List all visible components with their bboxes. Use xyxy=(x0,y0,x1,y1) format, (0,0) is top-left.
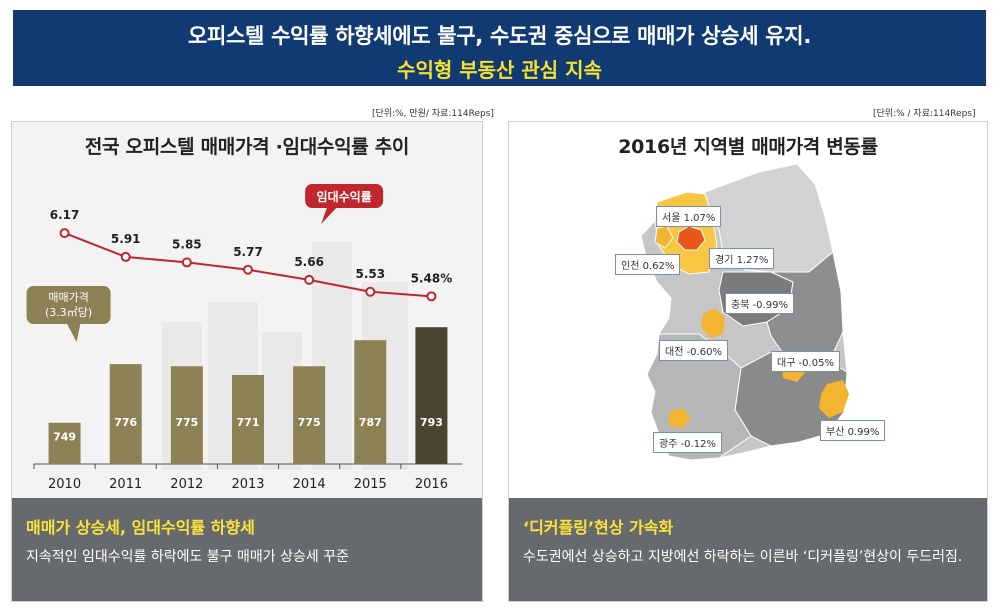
map-label-chungbuk: 충북 -0.99% xyxy=(725,293,794,314)
x-tick-2011: 2011 xyxy=(109,477,142,492)
bar-label-2016: 793 xyxy=(420,416,443,429)
map-label-gyeonggi: 경기 1.27% xyxy=(709,248,775,269)
headline-line2: 수익형 부동산 관심 지속 xyxy=(397,58,602,82)
bar-label-2014: 775 xyxy=(298,416,321,429)
bar-price-2015 xyxy=(354,340,387,464)
x-tick-2013: 2013 xyxy=(231,477,264,492)
yield-legend-pointer xyxy=(321,207,338,224)
bar-label-2010: 749 xyxy=(53,431,76,444)
price-legend-bubble xyxy=(26,286,111,324)
yield-point-2013 xyxy=(243,264,253,275)
left-unit-note: [단위:%, 만원/ 자료:114Reps] xyxy=(372,109,494,119)
yield-label-2011: 5.91 xyxy=(111,232,141,246)
right-caption: ‘디커플링’현상 가속화 수도권에선 상승하고 지방에선 하락하는 이른바 ‘디… xyxy=(509,498,987,601)
yield-legend-bubble xyxy=(305,184,384,208)
right-unit-note: [단위:% / 자료:114Reps] xyxy=(873,109,976,119)
bar-price-2011 xyxy=(109,364,142,464)
bar-label-2012: 775 xyxy=(175,416,198,429)
price-legend-pointer xyxy=(66,323,81,342)
yield-legend-label: 임대수익률 xyxy=(317,190,372,204)
bar-price-2010 xyxy=(48,422,81,464)
left-caption: 매매가 상승세, 임대수익률 하향세 지속적인 임대수익률 하락에도 불구 매매… xyxy=(12,498,482,601)
map-label-seoul: 서울 1.07% xyxy=(656,206,722,227)
map-label-daegu: 대구 -0.05% xyxy=(771,351,840,372)
bar-label-2013: 771 xyxy=(237,416,260,429)
gwangju-region xyxy=(669,408,691,428)
left-caption-head: 매매가 상승세, 임대수익률 하향세 xyxy=(26,518,255,537)
map-label-busan: 부산 0.99% xyxy=(820,420,886,441)
right-panel-title: 2016년 지역별 매매가격 변동률 xyxy=(618,136,878,158)
headline-line1: 오피스텔 수익률 하향세에도 불구, 수도권 중심으로 매매가 상승세 유지. xyxy=(187,24,812,48)
map-label-incheon: 인천 0.62% xyxy=(615,254,681,275)
bar-price-2012 xyxy=(170,366,203,464)
yield-label-2010: 6.17 xyxy=(50,208,80,222)
right-panel: 2016년 지역별 매매가격 변동률 서울 1.07% 인천 0.62% 경기 … xyxy=(508,121,988,602)
bar-price-2014 xyxy=(293,366,326,464)
x-tick-2010: 2010 xyxy=(48,477,81,492)
price-legend-label-1: (3.3㎡당) xyxy=(45,306,92,319)
yield-point-2016 xyxy=(426,291,437,302)
map-label-gwangju: 광주 -0.12% xyxy=(653,432,722,453)
x-tick-2015: 2015 xyxy=(354,477,387,492)
yield-label-2016: 5.48% xyxy=(411,271,453,285)
yield-point-2014 xyxy=(304,274,315,285)
price-yield-chart: 749 2010 776 2011 775 2012 771 2013 775 2014 787 20… xyxy=(26,184,462,492)
headline-banner: 오피스텔 수익률 하향세에도 불구, 수도권 중심으로 매매가 상승세 유지. … xyxy=(13,10,986,86)
left-panel: 전국 오피스텔 매매가격 ·임대수익률 추이 749 2010 776 2011 775… xyxy=(11,121,483,602)
bar-label-2011: 776 xyxy=(114,416,137,429)
bar-price-2016 xyxy=(415,327,448,464)
yield-point-2015 xyxy=(365,286,376,297)
daejeon-region xyxy=(701,308,725,338)
right-caption-head: ‘디커플링’현상 가속화 xyxy=(523,518,674,537)
yield-label-2014: 5.66 xyxy=(294,255,324,269)
yield-point-2010 xyxy=(59,228,70,239)
busan-region xyxy=(819,380,849,418)
left-panel-title: 전국 오피스텔 매매가격 ·임대수익률 추이 xyxy=(84,136,410,158)
honam-region xyxy=(646,333,752,461)
map-label-daejeon: 대전 -0.60% xyxy=(659,340,728,361)
price-legend-label-0: 매매가격 xyxy=(48,291,88,304)
bar-price-2013 xyxy=(232,374,264,464)
right-caption-body: 수도권에선 상승하고 지방에선 하락하는 이른바 ‘디커플링’현상이 두드러짐. xyxy=(523,549,963,565)
yield-label-2012: 5.85 xyxy=(172,237,202,251)
x-tick-2014: 2014 xyxy=(293,477,326,492)
yield-point-2012 xyxy=(181,257,192,268)
yield-label-2013: 5.77 xyxy=(233,245,263,259)
left-caption-body: 지속적인 임대수익률 하락에도 불구 매매가 상승세 꾸준 xyxy=(26,549,349,565)
x-tick-2016: 2016 xyxy=(415,477,448,492)
bar-label-2015: 787 xyxy=(359,416,382,429)
x-tick-2012: 2012 xyxy=(170,477,203,492)
yield-point-2011 xyxy=(120,251,131,262)
yield-label-2015: 5.53 xyxy=(355,267,385,281)
